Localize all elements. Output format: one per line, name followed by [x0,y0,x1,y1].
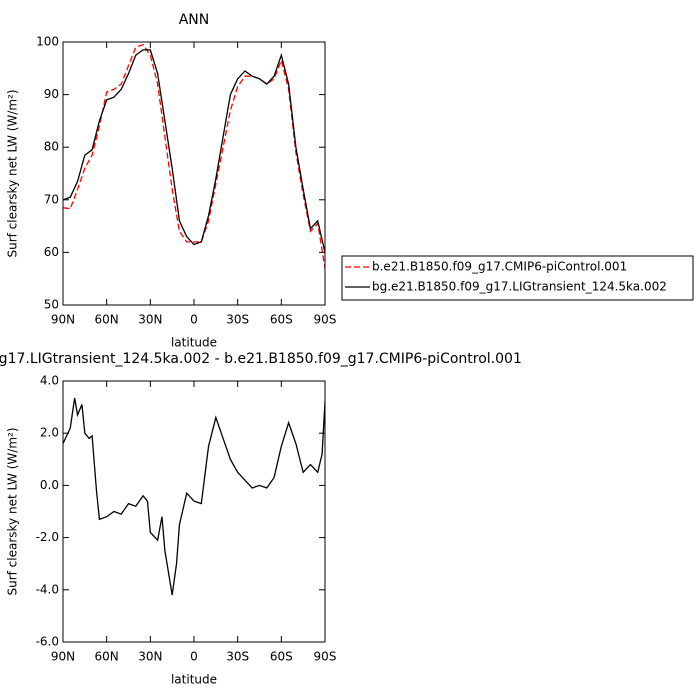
y-tick-label: -2.0 [36,530,59,544]
y-tick-label: 80 [44,140,59,154]
legend-box [341,255,694,301]
y-tick-label: 100 [36,35,59,49]
x-tick-label: 0 [190,650,198,664]
x-tick-label: 90N [51,313,75,327]
y-tick-label: 60 [44,245,59,259]
y-tick-label: 2.0 [40,426,59,440]
y-tick-label: -6.0 [36,635,59,649]
y-tick-label: 70 [44,192,59,206]
y-axis-label: Surf clearsky net LW (W/m²) [6,427,20,595]
legend-label: bg.e21.B1850.f09_g17.LIGtransient_124.5k… [372,280,667,294]
x-tick-label: 60S [270,650,293,664]
x-tick-label: 30S [226,650,249,664]
x-tick-label: 30N [138,650,162,664]
x-tick-label: 30S [226,313,249,327]
legend-label: b.e21.B1850.f09_g17.CMIP6-piControl.001 [372,260,627,274]
x-tick-label: 90S [314,313,337,327]
data-line [62,43,326,269]
x-tick-label: 60S [270,313,293,327]
x-tick-label: 30N [138,313,162,327]
x-tick-label: 60N [95,313,119,327]
y-tick-label: 0.0 [40,478,59,492]
chart-title: bg.e21.B1850.f09_g17.LIGtransient_124.5k… [0,351,522,367]
x-tick-label: 90S [314,650,337,664]
legend: b.e21.B1850.f09_g17.CMIP6-piControl.001b… [341,255,694,301]
chart-title: ANN [179,12,210,28]
y-tick-label: 90 [44,87,59,101]
plot-frame [62,41,326,306]
y-axis-label: Surf clearsky net LW (W/m²) [6,89,20,257]
data-line [62,49,326,253]
x-tick-label: 0 [190,313,198,327]
x-tick-label: 60N [95,650,119,664]
x-axis-label: latitude [171,673,217,687]
x-tick-label: 90N [51,650,75,664]
data-line [62,397,326,596]
plot-frame [62,380,326,643]
y-tick-label: 50 [44,298,59,312]
x-axis-label: latitude [171,336,217,350]
y-tick-label: -4.0 [36,582,59,596]
y-tick-label: 4.0 [40,374,59,388]
